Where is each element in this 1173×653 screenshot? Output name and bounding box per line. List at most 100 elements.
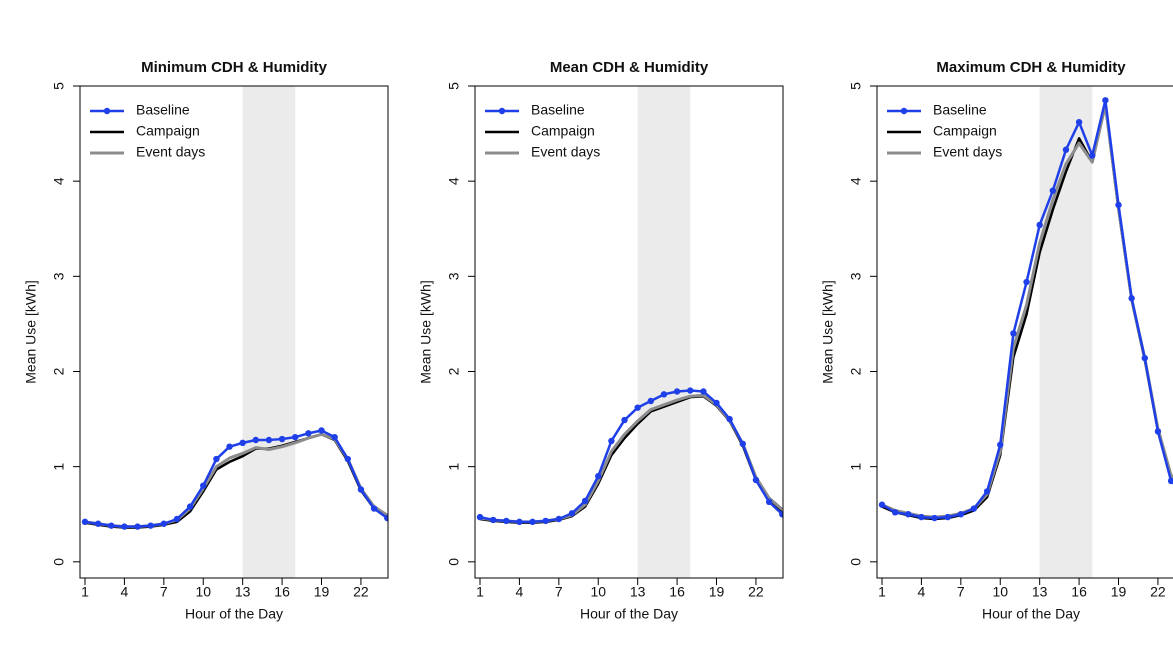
point	[687, 387, 694, 394]
x-tick-label: 7	[160, 584, 168, 600]
chart-title: Maximum CDH & Humidity	[936, 59, 1126, 76]
legend-label: Event days	[933, 144, 1002, 160]
x-tick-label: 22	[1150, 584, 1166, 600]
point	[1062, 146, 1070, 153]
legend-label: Campaign	[531, 123, 595, 139]
legend-label: Baseline	[531, 102, 585, 118]
point	[542, 517, 549, 525]
x-tick-label: 4	[516, 584, 524, 600]
plot-frame	[79, 85, 389, 579]
point	[1154, 428, 1162, 435]
x-tick-label: 13	[235, 584, 251, 600]
y-tick-label: 3	[446, 272, 462, 280]
point	[726, 415, 733, 423]
point	[997, 441, 1004, 448]
point	[94, 520, 102, 527]
legend-label: Event days	[531, 144, 600, 160]
y-tick-label: 4	[446, 177, 462, 185]
legend-label: Baseline	[933, 102, 987, 118]
point	[905, 511, 912, 518]
chart-title: Minimum CDH & Humidity	[141, 59, 327, 76]
point	[134, 523, 141, 530]
point	[292, 433, 299, 441]
y-tick-label: 4	[848, 177, 864, 185]
point	[489, 516, 497, 524]
x-tick-label: 4	[918, 584, 926, 600]
x-tick-label: 16	[274, 584, 290, 600]
legend-label: Event days	[136, 144, 205, 160]
shade-band	[1039, 86, 1093, 578]
point	[1102, 97, 1109, 104]
point	[739, 440, 746, 448]
point	[970, 505, 978, 512]
point	[931, 514, 938, 522]
legend-label: Baseline	[136, 102, 190, 118]
point	[918, 513, 925, 521]
x-tick-label: 19	[709, 584, 725, 600]
point	[673, 388, 681, 395]
x-tick-label: 16	[669, 584, 685, 600]
legend-label: Campaign	[136, 123, 200, 139]
point	[357, 486, 365, 493]
x-axis-label: Hour of the Day	[982, 606, 1080, 622]
point	[318, 427, 325, 434]
point	[595, 472, 602, 480]
point	[983, 488, 991, 495]
point	[957, 511, 965, 518]
point	[384, 514, 388, 522]
point	[779, 511, 783, 518]
point	[516, 518, 523, 526]
shade-band	[242, 86, 296, 578]
point	[121, 523, 128, 530]
x-tick-label: 1	[476, 584, 484, 600]
point	[765, 498, 773, 506]
point	[173, 515, 181, 523]
point	[752, 476, 760, 484]
point	[213, 455, 220, 463]
legend-marker	[498, 107, 506, 115]
point	[239, 439, 246, 447]
x-tick-label: 22	[748, 584, 764, 600]
plot-frame	[876, 85, 1173, 579]
point	[200, 482, 207, 489]
y-tick-label: 2	[51, 367, 67, 375]
legend-marker	[900, 107, 908, 115]
point	[81, 518, 89, 526]
point	[529, 518, 536, 526]
point	[944, 513, 951, 521]
point	[108, 522, 115, 529]
point	[568, 510, 576, 517]
plot-frame	[474, 85, 784, 579]
point	[265, 436, 273, 444]
point	[1141, 354, 1148, 362]
plot-area	[476, 387, 783, 526]
legend-marker	[103, 107, 111, 115]
point	[608, 437, 615, 445]
point	[278, 435, 286, 443]
y-tick-label: 3	[51, 272, 67, 280]
y-tick-label: 2	[848, 367, 864, 375]
x-tick-label: 10	[590, 584, 606, 600]
y-axis-label: Mean Use [kWh]	[418, 280, 434, 383]
plot-area	[878, 97, 1173, 522]
point	[581, 497, 589, 505]
x-tick-label: 19	[1111, 584, 1127, 600]
plot-area	[81, 427, 388, 530]
point	[503, 517, 510, 525]
point	[700, 388, 707, 395]
point	[1089, 152, 1096, 159]
point	[891, 509, 899, 516]
point	[476, 513, 484, 521]
point	[1115, 201, 1122, 209]
y-tick-label: 1	[446, 463, 462, 471]
y-tick-label: 0	[446, 558, 462, 566]
x-tick-label: 22	[353, 584, 369, 600]
x-tick-label: 13	[1032, 584, 1048, 600]
x-tick-label: 13	[630, 584, 646, 600]
x-tick-label: 4	[121, 584, 129, 600]
y-tick-label: 3	[848, 272, 864, 280]
x-tick-label: 7	[555, 584, 563, 600]
point	[186, 503, 194, 510]
